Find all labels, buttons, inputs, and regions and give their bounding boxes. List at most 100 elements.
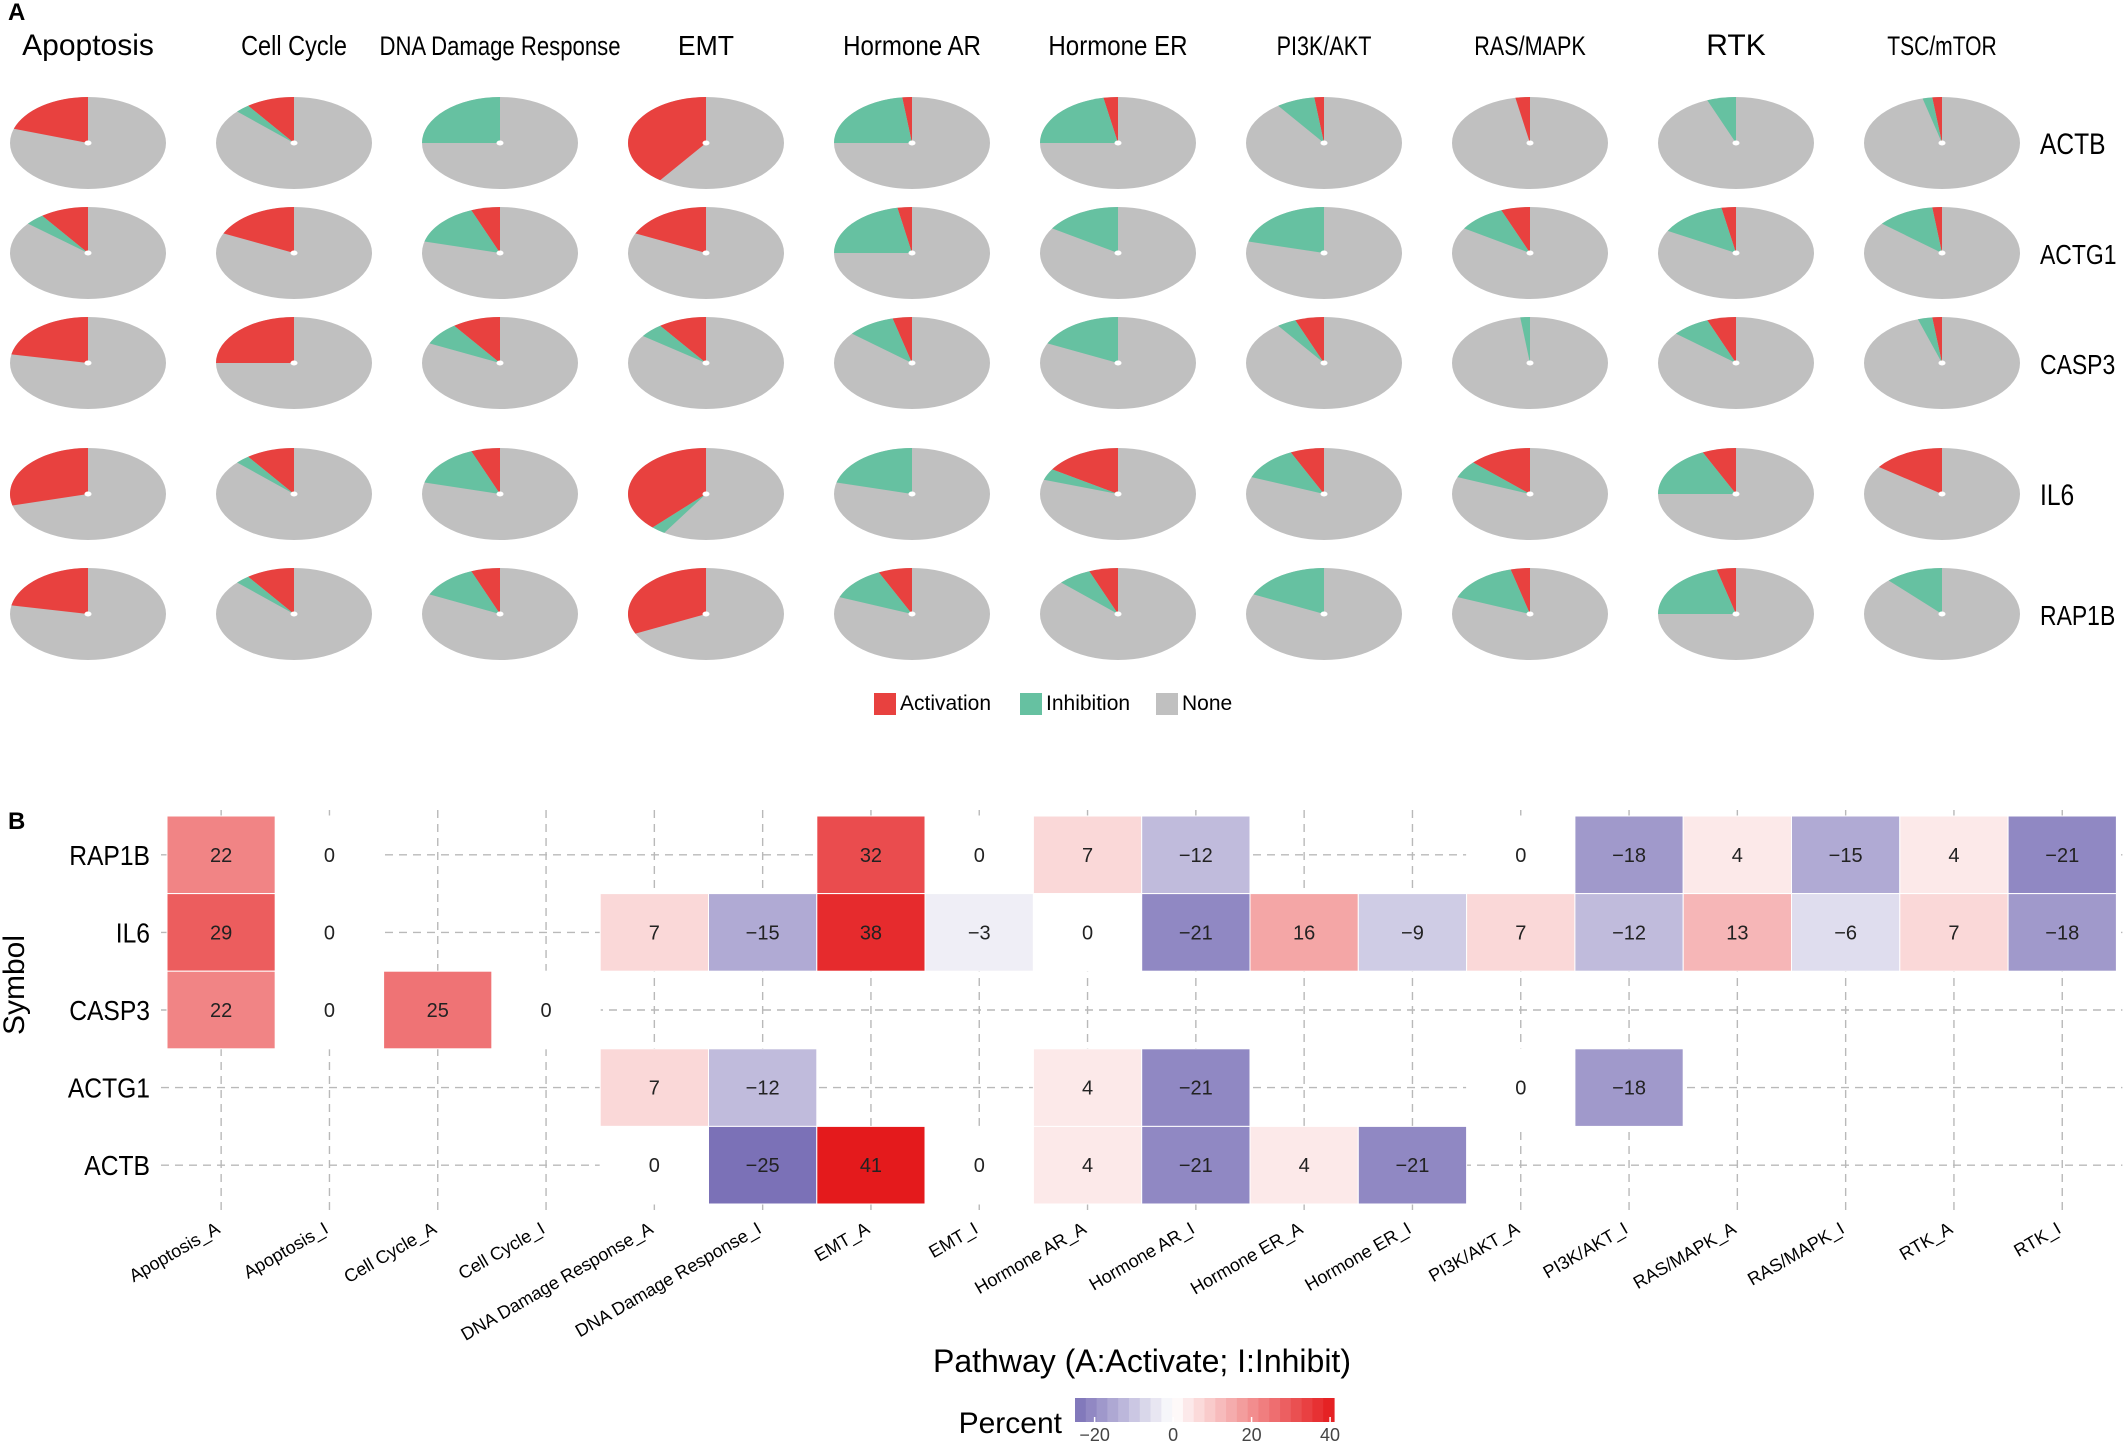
pie-slice-activation — [1052, 448, 1118, 494]
colorbar-step — [1204, 1398, 1216, 1422]
heatmap-cell-fill — [924, 893, 1034, 972]
pie-slice-activation — [9, 448, 89, 506]
pie-center-dot — [1526, 140, 1534, 146]
pie-slice-activation — [660, 317, 706, 363]
pie-slice-activation — [1515, 96, 1530, 143]
pie-column-label-pi3k-akt: PI3K/AKT — [1277, 32, 1372, 62]
heatmap-cell-label: 7 — [1082, 845, 1093, 867]
heatmap-y-axis-title: Symbol — [0, 935, 31, 1035]
heatmap-cell-label: 0 — [1515, 1078, 1526, 1100]
heatmap-cell-fill — [1141, 1125, 1251, 1205]
pie-casp3-dna-damage-response — [422, 317, 578, 409]
pie-il6-emt — [628, 448, 784, 540]
pie-slice-inhibition — [422, 97, 500, 143]
pie-center-dot — [1320, 140, 1328, 146]
pie-center-dot — [290, 491, 298, 497]
pie-slice-inhibition — [237, 105, 294, 143]
pie-column-label-ras-mapk: RAS/MAPK — [1474, 32, 1586, 62]
colorbar-step — [1290, 1398, 1303, 1422]
colorbar-step — [1118, 1398, 1130, 1422]
pie-slice-activation — [1473, 448, 1530, 494]
colorbar-step — [1280, 1398, 1292, 1422]
panel-b-label: B — [8, 808, 25, 835]
heatmap-x-tick-hormone-er-i: Hormone ER_I — [1301, 1218, 1415, 1296]
pie-casp3-rtk — [1658, 317, 1814, 409]
pie-actg1-emt — [628, 207, 784, 299]
heatmap-cell-label: −18 — [1612, 1078, 1646, 1100]
pie-row-label-actb: ACTB — [2040, 127, 2106, 161]
heatmap-cell-label: −21 — [1179, 922, 1213, 944]
pie-row-label-casp3: CASP3 — [2040, 350, 2115, 381]
pie-center-dot — [1114, 611, 1122, 617]
heatmap-x-tick-hormone-er-a: Hormone ER_A — [1187, 1218, 1307, 1299]
pie-slice-inhibition — [1520, 317, 1530, 363]
pie-casp3-hormone-ar — [834, 317, 990, 409]
heatmap-cell-il6-pi3k-akt-i: −12 — [1574, 893, 1684, 972]
pie-casp3-apoptosis — [10, 317, 166, 409]
heatmap-cell-il6-hormone-ar-i: −21 — [1141, 893, 1251, 972]
heatmap-cell-label: −25 — [746, 1155, 780, 1177]
pie-rap1b-pi3k-akt — [1246, 567, 1402, 660]
heatmap-cell-rap1b-ras-mapk-a: 4 — [1682, 815, 1792, 895]
heatmap-cell-label: 32 — [860, 845, 882, 867]
heatmap-cell-actb-dna-damage-response-a: 0 — [599, 1125, 710, 1205]
heatmap-cell-label: 13 — [1726, 922, 1748, 944]
pie-legend: Activation Inhibition None — [874, 692, 1232, 715]
pie-center-dot — [84, 491, 92, 497]
colorbar-step — [1139, 1398, 1152, 1422]
pie-slice-inhibition — [1658, 452, 1736, 494]
heatmap-cell-rap1b-rtk-i: −21 — [2007, 815, 2117, 895]
heatmap-cell-il6-hormone-ar-a: 0 — [1032, 893, 1143, 972]
pie-il6-ras-mapk — [1452, 448, 1608, 540]
pie-column-label-hormone-er: Hormone ER — [1048, 29, 1187, 61]
pie-center-dot — [84, 611, 92, 617]
pie-slice-activation — [1707, 317, 1736, 363]
pie-center-dot — [1938, 250, 1946, 256]
colorbar-step — [1269, 1398, 1281, 1422]
pie-slice-inhibition — [237, 576, 294, 614]
heatmap-cell-label: 0 — [324, 1000, 335, 1022]
pie-slice-activation — [902, 97, 912, 143]
pie-il6-hormone-ar — [834, 447, 990, 540]
pie-slice-activation — [11, 317, 89, 363]
heatmap-y-tick-actg1: ACTG1 — [68, 1072, 150, 1104]
heatmap-cell-label: −12 — [1179, 845, 1213, 867]
pie-il6-hormone-er — [1040, 448, 1196, 540]
colorbar-step — [1182, 1398, 1195, 1422]
heatmap-cell-casp3-apoptosis-i: 0 — [274, 970, 385, 1050]
heatmap-cell-fill — [274, 893, 385, 972]
pie-slice-activation — [897, 206, 912, 253]
pie-casp3-hormone-er — [1040, 317, 1196, 409]
heatmap-cell-il6-apoptosis-a: 29 — [166, 893, 276, 972]
pie-actb-ras-mapk — [1452, 96, 1608, 189]
pie-center-dot — [1114, 250, 1122, 256]
pie-slice-inhibition — [839, 572, 912, 614]
pie-slice-activation — [1932, 97, 1942, 143]
heatmap-cell-rap1b-apoptosis-i: 0 — [274, 815, 385, 895]
heatmap-cell-actg1-pi3k-akt-i: −18 — [1574, 1048, 1684, 1127]
pie-center-dot — [1732, 491, 1740, 497]
heatmap-cell-rap1b-rtk-a: 4 — [1899, 815, 2009, 895]
heatmap-cell-label: 22 — [210, 845, 232, 867]
pie-actb-hormone-ar — [834, 97, 990, 189]
pie-slice-activation — [248, 568, 294, 614]
pie-slice-activation — [628, 448, 706, 528]
pie-slice-activation — [454, 317, 500, 363]
pie-center-dot — [702, 140, 710, 146]
pie-center-dot — [290, 611, 298, 617]
pie-center-dot — [84, 360, 92, 366]
pie-rap1b-hormone-er — [1040, 568, 1196, 660]
pie-il6-cell-cycle — [216, 448, 372, 540]
pie-actb-emt — [628, 97, 784, 189]
pie-center-dot — [1732, 611, 1740, 617]
pie-column-label-tsc-mtor: TSC/mTOR — [1887, 32, 1997, 62]
pie-slice-inhibition — [429, 571, 500, 614]
pie-slice-inhibition — [1253, 567, 1324, 614]
pie-slice-activation — [1103, 96, 1118, 143]
pie-center-dot — [1938, 491, 1946, 497]
heatmap-cell-rap1b-hormone-ar-i: −12 — [1141, 815, 1251, 895]
legend-label-activation: Activation — [900, 692, 991, 715]
pie-center-dot — [1526, 360, 1534, 366]
pie-slice-inhibition — [1047, 317, 1118, 363]
pie-column-label-rtk: RTK — [1706, 29, 1765, 62]
